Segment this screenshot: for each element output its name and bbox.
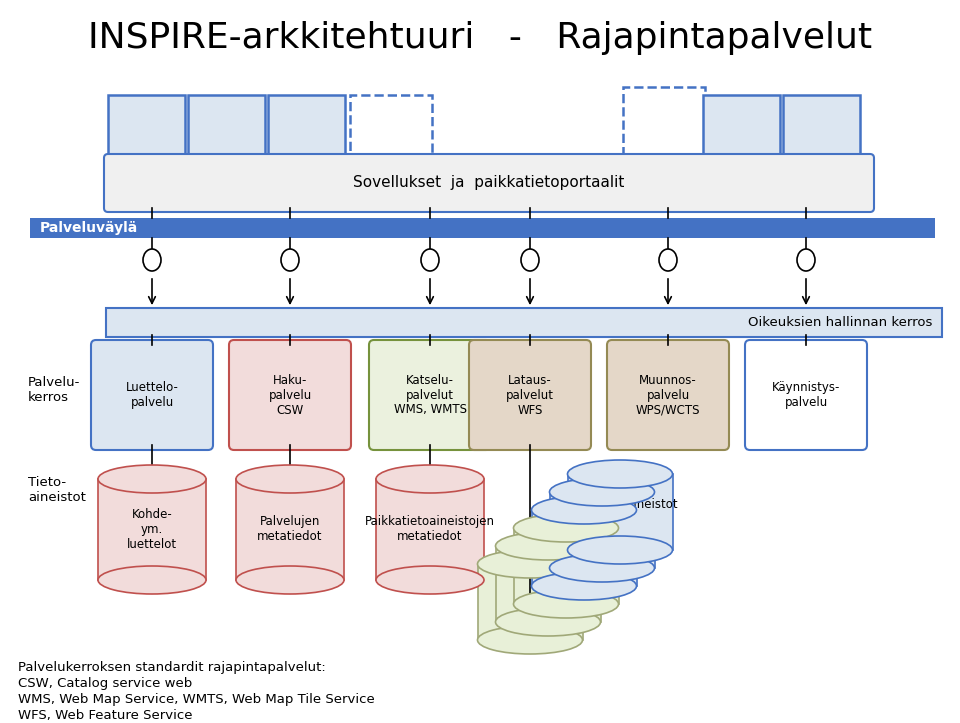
Text: Käynnistys-
palvelu: Käynnistys- palvelu xyxy=(772,381,840,409)
Ellipse shape xyxy=(567,460,673,488)
Ellipse shape xyxy=(514,514,618,542)
Bar xyxy=(567,474,673,550)
FancyBboxPatch shape xyxy=(469,340,591,450)
Text: CSW, Catalog service web: CSW, Catalog service web xyxy=(18,677,192,690)
Text: Palvelujen
metatiedot: Palvelujen metatiedot xyxy=(257,515,323,544)
Ellipse shape xyxy=(532,496,636,524)
Ellipse shape xyxy=(477,550,583,578)
Ellipse shape xyxy=(143,249,161,271)
Text: Haku-
palvelu
CSW: Haku- palvelu CSW xyxy=(269,374,312,416)
Bar xyxy=(236,479,344,580)
Ellipse shape xyxy=(236,566,344,594)
Bar xyxy=(495,546,601,622)
FancyBboxPatch shape xyxy=(623,87,705,155)
Text: WMS, Web Map Service, WMTS, Web Map Tile Service: WMS, Web Map Service, WMTS, Web Map Tile… xyxy=(18,693,374,706)
Text: INSPIRE-arkkitehtuuri   -   Rajapintapalvelut: INSPIRE-arkkitehtuuri - Rajapintapalvelu… xyxy=(88,21,872,55)
Text: WFS, Web Feature Service: WFS, Web Feature Service xyxy=(18,709,193,722)
Ellipse shape xyxy=(659,249,677,271)
Bar xyxy=(549,492,655,568)
Text: Lataus-
palvelut
WFS: Lataus- palvelut WFS xyxy=(506,374,554,416)
Ellipse shape xyxy=(281,249,299,271)
Ellipse shape xyxy=(521,249,539,271)
FancyBboxPatch shape xyxy=(268,95,345,163)
FancyBboxPatch shape xyxy=(188,95,265,163)
Ellipse shape xyxy=(567,536,673,564)
FancyBboxPatch shape xyxy=(783,95,860,163)
Text: Luettelo-
palvelu: Luettelo- palvelu xyxy=(126,381,179,409)
Text: Paikkatietoaineistojen
metatiedot: Paikkatietoaineistojen metatiedot xyxy=(365,515,495,544)
Ellipse shape xyxy=(236,465,344,493)
Ellipse shape xyxy=(98,465,206,493)
Text: Paikkatietoaineistot: Paikkatietoaineistot xyxy=(562,498,679,511)
Bar xyxy=(532,510,636,586)
Ellipse shape xyxy=(98,566,206,594)
FancyBboxPatch shape xyxy=(350,95,432,163)
Text: Katselu-
palvelut
WMS, WMTS: Katselu- palvelut WMS, WMTS xyxy=(394,374,467,416)
Ellipse shape xyxy=(495,532,601,560)
Bar xyxy=(376,479,484,580)
Ellipse shape xyxy=(495,608,601,636)
Text: Muunnos-
palvelu
WPS/WCTS: Muunnos- palvelu WPS/WCTS xyxy=(636,374,700,416)
FancyBboxPatch shape xyxy=(607,340,729,450)
FancyBboxPatch shape xyxy=(104,154,874,212)
FancyBboxPatch shape xyxy=(229,340,351,450)
Ellipse shape xyxy=(376,465,484,493)
FancyBboxPatch shape xyxy=(703,95,780,163)
Text: Palveluväylä: Palveluväylä xyxy=(40,221,138,235)
Ellipse shape xyxy=(421,249,439,271)
FancyBboxPatch shape xyxy=(369,340,491,450)
FancyBboxPatch shape xyxy=(30,218,935,238)
Text: Kohde-
ym.
luettelot: Kohde- ym. luettelot xyxy=(127,508,177,551)
Bar xyxy=(477,564,583,640)
Bar xyxy=(98,479,206,580)
Ellipse shape xyxy=(532,572,636,600)
Ellipse shape xyxy=(477,626,583,654)
Ellipse shape xyxy=(549,554,655,582)
Text: Sovellukset  ja  paikkatietoportaalit: Sovellukset ja paikkatietoportaalit xyxy=(353,176,625,190)
Ellipse shape xyxy=(514,590,618,618)
Text: Palvelukerroksen standardit rajapintapalvelut:: Palvelukerroksen standardit rajapintapal… xyxy=(18,662,325,675)
Ellipse shape xyxy=(549,478,655,506)
Bar xyxy=(514,528,618,604)
FancyBboxPatch shape xyxy=(91,340,213,450)
FancyBboxPatch shape xyxy=(106,308,942,337)
Text: Tieto-
aineistot: Tieto- aineistot xyxy=(28,476,85,504)
Text: Palvelu-
kerros: Palvelu- kerros xyxy=(28,376,81,404)
FancyBboxPatch shape xyxy=(745,340,867,450)
Ellipse shape xyxy=(376,566,484,594)
Ellipse shape xyxy=(797,249,815,271)
Text: Oikeuksien hallinnan kerros: Oikeuksien hallinnan kerros xyxy=(748,316,932,329)
FancyBboxPatch shape xyxy=(108,95,185,163)
